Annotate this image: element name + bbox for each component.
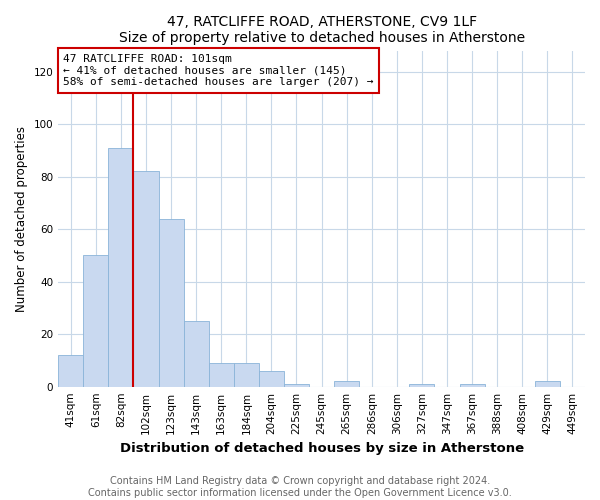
Text: Contains HM Land Registry data © Crown copyright and database right 2024.
Contai: Contains HM Land Registry data © Crown c… [88, 476, 512, 498]
Bar [234, 363, 259, 386]
Bar [535, 382, 560, 386]
Bar [133, 172, 158, 386]
Bar [209, 363, 234, 386]
Bar [58, 355, 83, 386]
Bar [83, 256, 109, 386]
X-axis label: Distribution of detached houses by size in Atherstone: Distribution of detached houses by size … [119, 442, 524, 455]
Bar [460, 384, 485, 386]
Bar [109, 148, 133, 386]
Bar [184, 321, 209, 386]
Bar [284, 384, 309, 386]
Bar [158, 218, 184, 386]
Bar [409, 384, 434, 386]
Title: 47, RATCLIFFE ROAD, ATHERSTONE, CV9 1LF
Size of property relative to detached ho: 47, RATCLIFFE ROAD, ATHERSTONE, CV9 1LF … [119, 15, 524, 45]
Text: 47 RATCLIFFE ROAD: 101sqm
← 41% of detached houses are smaller (145)
58% of semi: 47 RATCLIFFE ROAD: 101sqm ← 41% of detac… [64, 54, 374, 87]
Bar [259, 371, 284, 386]
Y-axis label: Number of detached properties: Number of detached properties [15, 126, 28, 312]
Bar [334, 382, 359, 386]
